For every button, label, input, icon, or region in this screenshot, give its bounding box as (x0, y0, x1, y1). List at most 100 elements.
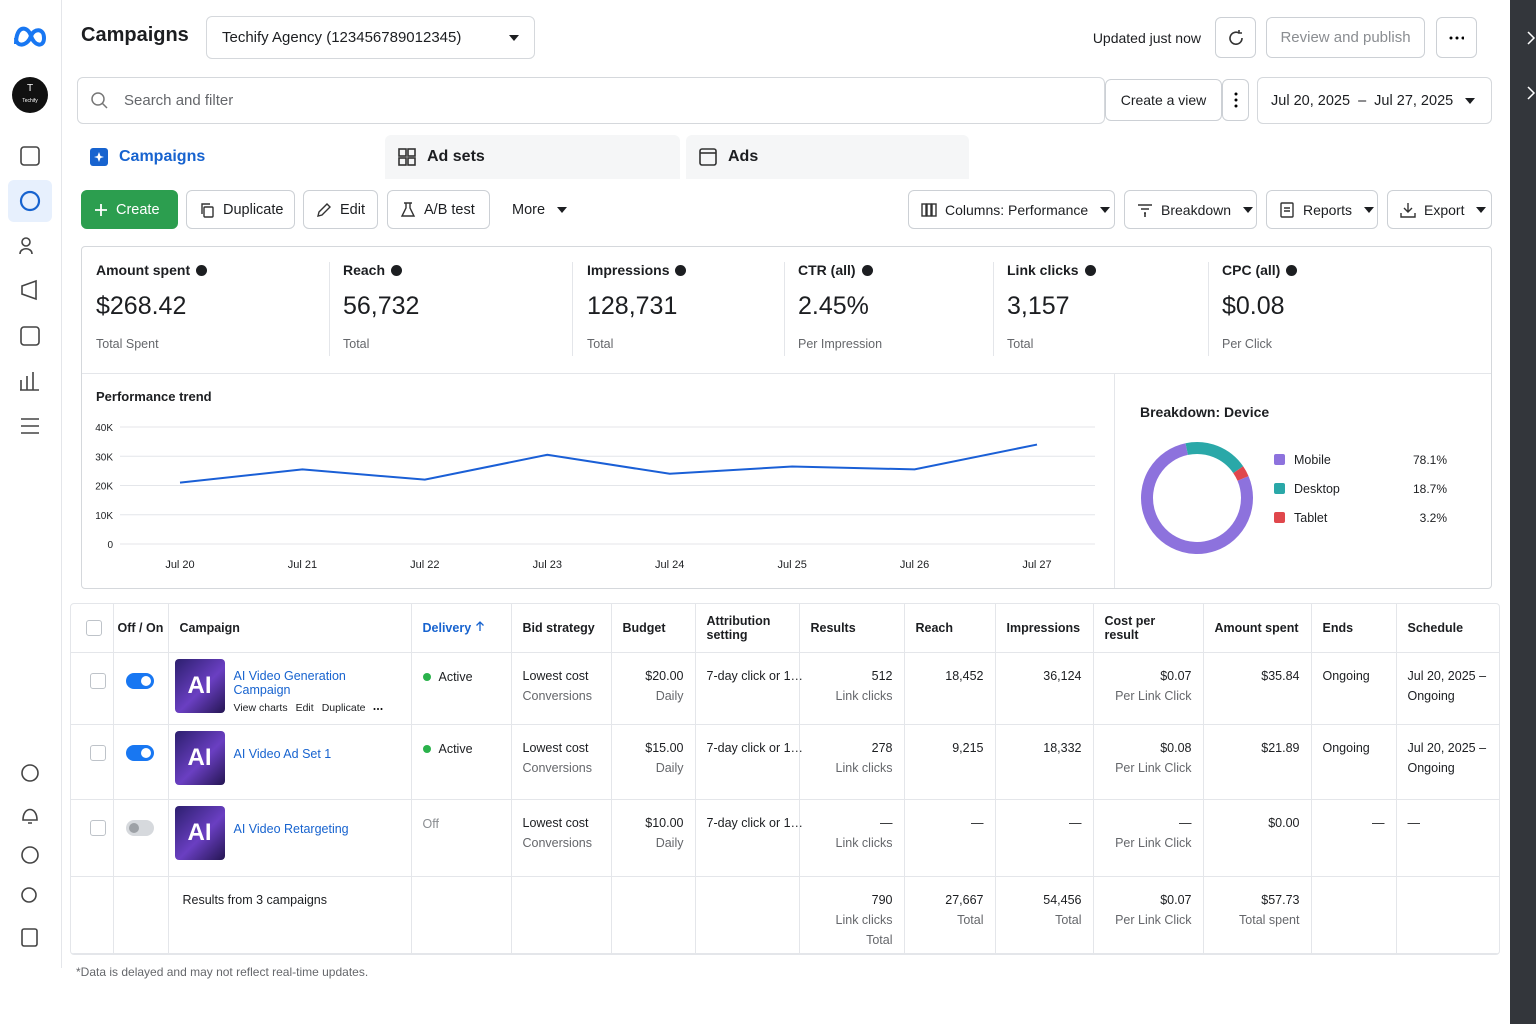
donut-segment (1141, 443, 1253, 554)
button-icon (199, 202, 215, 218)
header-cell[interactable]: Reach (904, 604, 996, 653)
header-cell[interactable]: Cost per result (1093, 604, 1204, 653)
nav-audiences[interactable] (21, 237, 31, 247)
campaign-name[interactable]: AI Video Retargeting (233, 821, 349, 836)
tab[interactable]: Ad sets (385, 135, 680, 179)
toolbar-button[interactable]: Duplicate (186, 190, 295, 229)
toggle[interactable] (125, 744, 154, 761)
toggle[interactable] (125, 672, 154, 689)
checkbox[interactable] (90, 744, 106, 761)
search-placeholder: Search and filter (124, 92, 234, 109)
delivery-status: Active (438, 669, 473, 684)
nav-logout[interactable] (21, 928, 38, 947)
metric-label-text: Impressions (587, 262, 670, 278)
attribution: 7-day click or 1… (706, 668, 804, 683)
toolbar-button[interactable]: Columns: Performance (908, 190, 1115, 229)
nav-notifications[interactable] (22, 808, 38, 824)
metric-label: CTR (all) (798, 262, 882, 278)
toolbar-button[interactable]: Reports (1266, 190, 1378, 229)
header-cell[interactable]: Schedule (1396, 604, 1499, 653)
checkbox[interactable] (90, 672, 106, 689)
button-icon (1279, 201, 1295, 218)
meta-logo[interactable] (14, 26, 47, 47)
toolbar-button[interactable]: A/B test (387, 190, 490, 229)
nav-campaigns[interactable] (19, 190, 41, 212)
cell (113, 724, 169, 800)
create-view-button[interactable]: Create a view (1105, 79, 1222, 121)
metric-value: 3,157 (1007, 292, 1070, 320)
caret (557, 206, 568, 213)
tab[interactable]: Ads (686, 135, 969, 179)
y-tick-label: 10K (95, 511, 113, 522)
nav-pages[interactable] (20, 326, 40, 346)
toggle[interactable] (125, 819, 154, 836)
cell: $0.07 Per Link Click (1093, 876, 1204, 954)
header-cell[interactable]: Amount spent (1203, 604, 1312, 653)
nav-help[interactable] (21, 846, 39, 864)
cell-sub: Link clicks (835, 760, 893, 775)
campaign-cell: AI AI Video Retargeting (174, 805, 405, 860)
header-cell[interactable]: Campaign (168, 604, 412, 653)
toolbar-button[interactable]: Breakdown (1124, 190, 1257, 229)
delivery-status: Off (422, 816, 439, 831)
caret (1465, 97, 1475, 104)
header-cell[interactable]: Off / On (113, 604, 169, 653)
info-icon (861, 264, 873, 276)
header-cell[interactable]: Budget (611, 604, 696, 653)
nav-reports[interactable] (20, 372, 39, 391)
nav-search[interactable] (21, 887, 37, 903)
avatar[interactable] (12, 77, 48, 113)
campaign-cell: AI AI Video Ad Set 1 (174, 730, 405, 785)
nav-settings[interactable] (21, 764, 39, 782)
cell: Off (411, 799, 512, 877)
header-label: Schedule (1407, 620, 1464, 635)
header-cell[interactable]: Impressions (995, 604, 1094, 653)
tab-label: Ads (728, 148, 759, 165)
results: 512 (871, 668, 893, 683)
legend-label: Desktop (1294, 482, 1340, 496)
button-label: Duplicate (223, 201, 284, 218)
campaign-name[interactable]: AI Video Ad Set 1 (233, 746, 332, 761)
toolbar-button[interactable]: Create (81, 190, 178, 229)
cell (1311, 876, 1397, 954)
nav-active-bg (8, 180, 52, 222)
more-button[interactable] (1436, 17, 1477, 58)
nav-grid[interactable] (20, 146, 40, 166)
campaign-name[interactable]: AI Video Generation Campaign (233, 668, 346, 697)
expand-chevron[interactable] (1527, 31, 1536, 100)
toolbar-button[interactable]: Edit (303, 190, 378, 229)
cell-sub: Conversions (522, 835, 592, 850)
metric-sub: Per Click (1222, 337, 1273, 351)
row-action[interactable]: Edit (295, 701, 314, 714)
cell-sub: Total spent (1239, 912, 1300, 927)
summary-cost: $0.07 (1160, 892, 1192, 907)
cell: — Link clicks (799, 799, 905, 877)
nav-menu[interactable] (21, 418, 39, 434)
row-action[interactable]: Duplicate (321, 701, 366, 714)
header-cell[interactable]: Ends (1311, 604, 1397, 653)
refresh-button[interactable] (1215, 17, 1256, 58)
account-selector[interactable]: Techify Agency (123456789012345) (206, 16, 535, 59)
header-cell[interactable]: Delivery (411, 604, 512, 653)
publish-button[interactable]: Review and publish (1266, 17, 1425, 58)
header-cell[interactable]: Results (799, 604, 905, 653)
legend-label: Tablet (1294, 511, 1328, 525)
cell (71, 652, 114, 725)
header-cell[interactable]: Bid strategy (511, 604, 612, 653)
checkbox[interactable] (86, 619, 102, 636)
toolbar-button[interactable]: More (500, 190, 576, 229)
search-bar[interactable]: Search and filter (77, 77, 1105, 124)
toolbar-button[interactable]: Export (1387, 190, 1492, 229)
view-options[interactable] (1222, 79, 1249, 121)
info-icon (1286, 264, 1298, 276)
cell (71, 799, 114, 877)
tab[interactable]: Campaigns (77, 135, 379, 179)
checkbox[interactable] (90, 819, 106, 836)
header-cell[interactable]: Attribution setting (695, 604, 800, 653)
date-range[interactable]: Jul 20, 2025 – Jul 27, 2025 (1257, 77, 1492, 124)
row-action[interactable]: View charts (233, 701, 288, 714)
kebab-icon (1234, 92, 1237, 108)
nav-ads[interactable] (21, 279, 37, 301)
header-cell (71, 604, 114, 653)
cell: Active (411, 652, 512, 725)
